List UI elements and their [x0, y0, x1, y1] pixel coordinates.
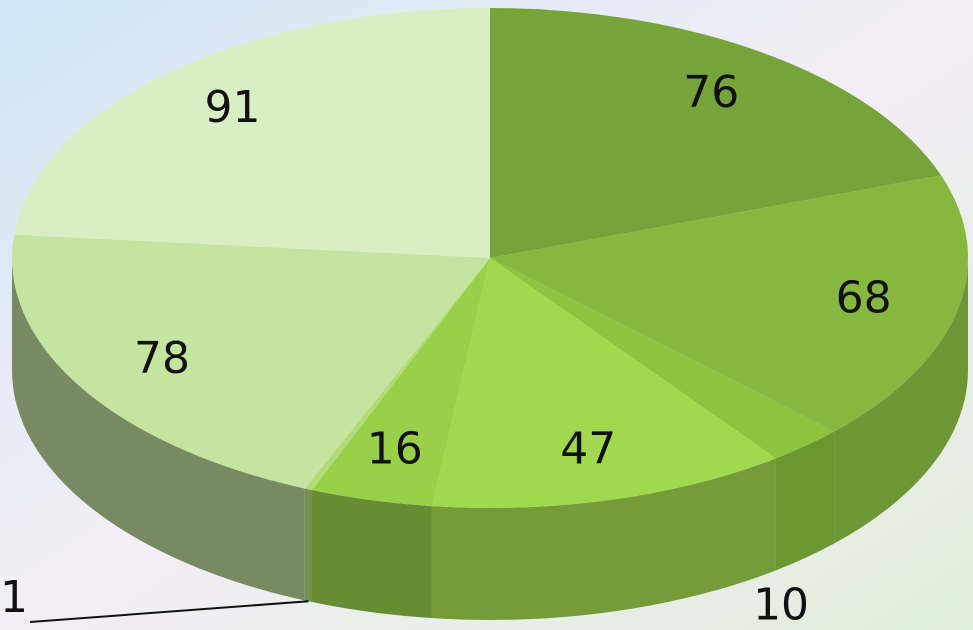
- data-label: 91: [205, 82, 261, 133]
- data-label: 76: [683, 67, 739, 118]
- slice-side: [304, 488, 313, 603]
- data-label: 1: [0, 572, 28, 623]
- slice-side: [431, 458, 776, 620]
- slice: [490, 8, 942, 258]
- leader-line: [29, 600, 309, 623]
- slice: [431, 258, 776, 508]
- data-label: 47: [560, 423, 616, 474]
- data-label: 10: [753, 580, 809, 630]
- slice: [11, 234, 491, 489]
- slice: [312, 258, 490, 507]
- slice: [14, 8, 491, 258]
- data-label: 78: [134, 333, 190, 384]
- pie: 76 68 10 47 16 1 78 91: [0, 8, 968, 630]
- data-label: 16: [367, 424, 423, 475]
- slice: [304, 258, 490, 491]
- slice-side: [312, 490, 432, 619]
- slice-side: [12, 258, 305, 601]
- slice: [490, 258, 835, 459]
- slice: [490, 175, 968, 432]
- slice-side: [775, 431, 835, 571]
- data-label: 68: [836, 273, 892, 324]
- slice-side: [834, 258, 968, 544]
